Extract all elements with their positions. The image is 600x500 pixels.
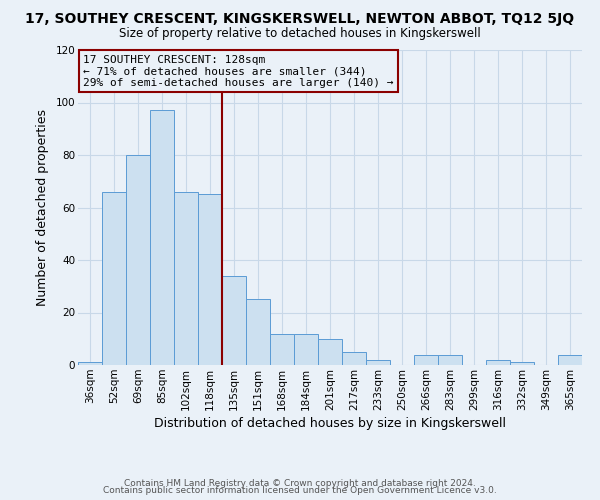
Bar [510, 362, 534, 365]
Bar [174, 192, 198, 365]
Bar [150, 110, 174, 365]
Text: Size of property relative to detached houses in Kingskerswell: Size of property relative to detached ho… [119, 28, 481, 40]
Bar [294, 334, 318, 365]
Bar [414, 354, 438, 365]
Bar [126, 155, 150, 365]
Bar [270, 334, 294, 365]
Y-axis label: Number of detached properties: Number of detached properties [35, 109, 49, 306]
Bar [222, 276, 246, 365]
Text: 17 SOUTHEY CRESCENT: 128sqm
← 71% of detached houses are smaller (344)
29% of se: 17 SOUTHEY CRESCENT: 128sqm ← 71% of det… [83, 54, 394, 88]
Text: Contains HM Land Registry data © Crown copyright and database right 2024.: Contains HM Land Registry data © Crown c… [124, 478, 476, 488]
Bar [78, 362, 102, 365]
Bar [198, 194, 222, 365]
Bar [246, 300, 270, 365]
Bar [318, 339, 342, 365]
Bar [558, 354, 582, 365]
Bar [486, 360, 510, 365]
Bar [102, 192, 126, 365]
Bar [438, 354, 462, 365]
Text: 17, SOUTHEY CRESCENT, KINGSKERSWELL, NEWTON ABBOT, TQ12 5JQ: 17, SOUTHEY CRESCENT, KINGSKERSWELL, NEW… [25, 12, 575, 26]
Bar [342, 352, 366, 365]
X-axis label: Distribution of detached houses by size in Kingskerswell: Distribution of detached houses by size … [154, 417, 506, 430]
Text: Contains public sector information licensed under the Open Government Licence v3: Contains public sector information licen… [103, 486, 497, 495]
Bar [366, 360, 390, 365]
